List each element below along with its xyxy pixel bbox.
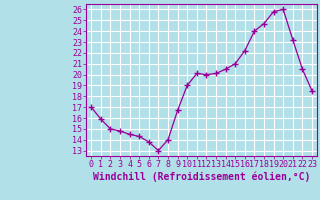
X-axis label: Windchill (Refroidissement éolien,°C): Windchill (Refroidissement éolien,°C) — [93, 172, 310, 182]
